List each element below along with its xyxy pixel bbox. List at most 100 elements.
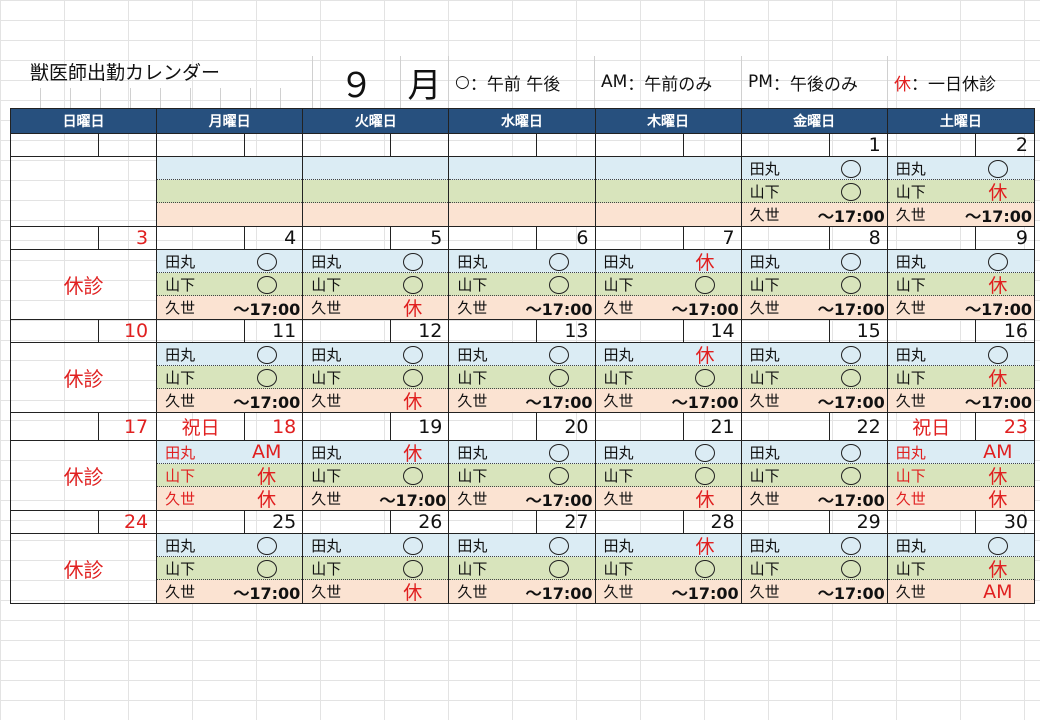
full-day-mark	[381, 535, 448, 557]
doctor-slot: 久世 ～17:00	[157, 296, 302, 319]
title-gridlines	[10, 84, 312, 108]
date-spacer	[594, 412, 684, 441]
doctor-slot: 田丸	[742, 343, 887, 366]
doctor-name: 久世	[457, 299, 488, 317]
doctor-slot: 山下	[596, 273, 741, 296]
full-day-mark	[966, 344, 1034, 366]
doctor-slot: 山下 休	[157, 464, 302, 488]
doctor-slot: 山下	[596, 366, 741, 389]
day-date: 5	[390, 226, 450, 250]
date-spacer	[740, 510, 830, 534]
circle-icon	[548, 345, 569, 364]
doctor-slot: 山下	[742, 273, 887, 296]
doctor-name: 田丸	[895, 536, 926, 555]
date-spacer	[594, 133, 684, 157]
sunday-date-spacer	[9, 133, 100, 157]
doctor-slot: 久世 ～17:00	[449, 389, 594, 412]
legend-text: 午前 午後	[486, 74, 561, 95]
doctor-slot: 田丸	[449, 250, 594, 273]
doctor-name: 田丸	[603, 536, 634, 555]
doctor-slot: 山下 休	[888, 464, 1034, 488]
full-day-mark	[820, 557, 887, 579]
circle-icon	[841, 345, 862, 364]
day-schedule: 田丸 休山下 久世 ～17:00	[594, 342, 742, 413]
day-schedule: 田丸 休山下 久世 ～17:00	[302, 440, 450, 511]
doctor-name: 山下	[895, 466, 926, 485]
date-spacer	[448, 412, 538, 441]
doctor-slot: 山下	[157, 557, 302, 580]
title-row: 獣医師出勤カレンダー ９ 月 ○ ： 午前 午後 AM ： 午前のみ PM ： …	[10, 56, 1035, 108]
closed-label: 休診	[63, 367, 104, 391]
doctor-name: 久世	[165, 392, 196, 410]
doctor-name: 久世	[603, 392, 634, 410]
doctor-name: 山下	[749, 182, 780, 201]
full-day-mark	[381, 464, 448, 486]
circle-icon	[841, 275, 862, 294]
full-day-mark	[527, 557, 594, 579]
doctor-name: 田丸	[165, 536, 196, 555]
day-date: 8	[828, 226, 888, 250]
doctor-name: 田丸	[895, 345, 926, 364]
sunday-date: 17	[98, 412, 158, 441]
doctor-slot: 田丸	[157, 343, 302, 366]
doctor-name: 久世	[749, 490, 780, 508]
schedule-row: 休診 田丸 山下 久世 ～17:00 田丸 山下 久世休田丸 山下 久世 ～17:00 田丸休山下 久世…	[9, 533, 1036, 604]
date-row: 10 11 12 13 14 15 16	[9, 319, 1036, 343]
day-date: 7	[682, 226, 742, 250]
circle-icon	[256, 368, 277, 387]
closed-label: 休診	[63, 558, 104, 582]
doctor-slot	[596, 157, 741, 180]
doctor-name: 久世	[895, 299, 926, 317]
weekday-header: 木曜日	[594, 108, 742, 134]
sunday-closed-cell: 休診	[9, 249, 158, 320]
day-date: 21	[682, 412, 742, 441]
circle-icon	[841, 159, 862, 178]
day-date: 28	[682, 510, 742, 534]
schedule-row: 休診 田丸 AM 山下休久世休田丸休山下 久世 ～17:00 田丸 山下 久世 ～17:00 田丸山…	[9, 440, 1036, 511]
doctor-name: 久世	[165, 583, 196, 601]
day-date	[390, 133, 450, 157]
doctor-name: 田丸	[457, 443, 488, 462]
day-date: 29	[828, 510, 888, 534]
month-number: ９	[312, 56, 400, 108]
date-spacer	[594, 510, 684, 534]
doctor-name: 山下	[311, 559, 342, 578]
date-spacer	[594, 319, 684, 343]
legend-text: 午前のみ	[644, 74, 713, 95]
date-spacer	[302, 226, 392, 250]
weekday-header: 月曜日	[156, 108, 304, 134]
full-day-mark	[674, 366, 741, 388]
doctor-name: 山下	[895, 559, 926, 578]
doctor-name: 山下	[603, 559, 634, 578]
hours-value: ～17:00	[233, 583, 301, 603]
circle-icon	[987, 345, 1008, 364]
full-day-mark	[527, 442, 594, 464]
hours-value: ～17:00	[817, 206, 885, 226]
doctor-name: 久世	[457, 490, 488, 508]
doctor-slot: 田丸	[449, 343, 594, 366]
hours-value: ～17:00	[965, 299, 1032, 319]
doctor-slot: 田丸 休	[596, 250, 741, 274]
sunday-date-spacer	[9, 510, 100, 534]
doctor-slot: 久世 休	[303, 580, 448, 603]
doctor-slot: 山下	[449, 464, 594, 487]
date-spacer	[594, 226, 684, 250]
circle-icon	[256, 345, 277, 364]
doctor-name: 久世	[457, 392, 488, 410]
doctor-name: 久世	[749, 392, 780, 410]
date-spacer	[886, 510, 976, 534]
hours-value: ～17:00	[817, 490, 885, 510]
month-unit: 月	[400, 56, 448, 108]
closed-label: 休診	[63, 465, 104, 489]
doctor-name: 田丸	[749, 345, 780, 364]
doctor-slot: 山下	[596, 557, 741, 580]
full-day-mark	[235, 251, 302, 273]
doctor-slot: 山下	[742, 464, 887, 487]
status-value: 休	[988, 558, 1008, 581]
page-title: 獣医師出勤カレンダー	[30, 62, 221, 84]
day-schedule: 田丸 山下 休久世 ～17:00	[886, 249, 1036, 320]
doctor-name: 久世	[895, 206, 926, 224]
doctor-name: 田丸	[457, 252, 488, 271]
day-schedule: 田丸 山下 久世 ～17:00	[740, 156, 888, 227]
closed-label: 休診	[63, 274, 104, 298]
